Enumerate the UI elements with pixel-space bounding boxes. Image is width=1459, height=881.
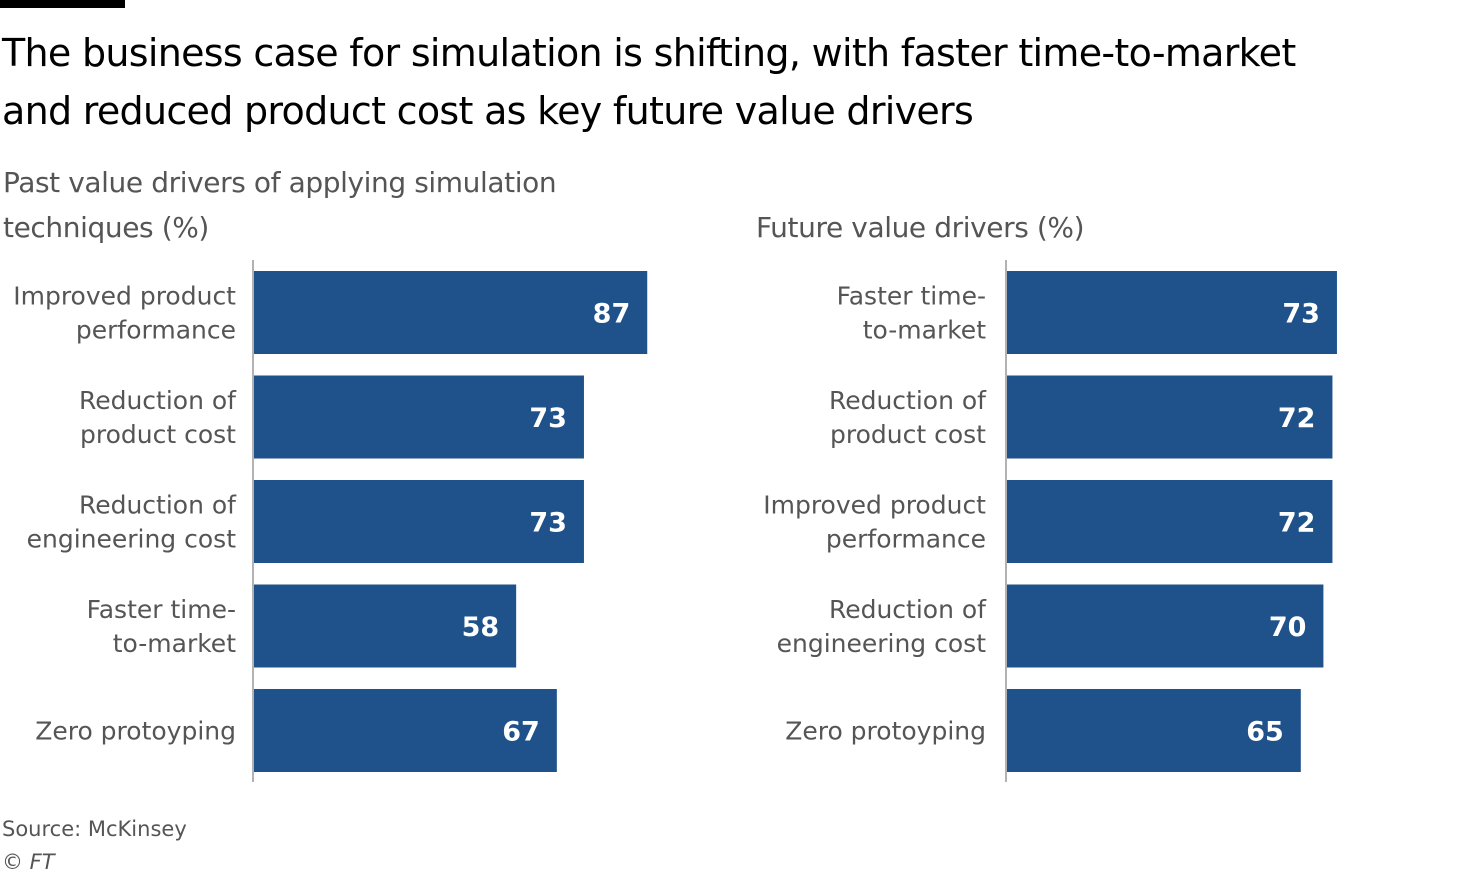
past-category-label-2-line-1: Reduction of bbox=[79, 386, 237, 415]
past-category-label-1-line-1: Improved product bbox=[13, 282, 236, 311]
past-bar-1 bbox=[254, 271, 648, 354]
future-bar-4 bbox=[1007, 584, 1324, 668]
future-value-label-4: 70 bbox=[1269, 612, 1307, 643]
past-bar-2 bbox=[254, 375, 584, 459]
future-value-label-5: 65 bbox=[1246, 717, 1284, 748]
future-bar-5 bbox=[1007, 689, 1301, 772]
past-category-label-1-line-2: performance bbox=[76, 316, 236, 345]
past-value-label-1: 87 bbox=[593, 299, 631, 330]
source-note: Source: McKinsey bbox=[2, 817, 187, 841]
past-bar-5 bbox=[254, 689, 557, 772]
past-value-label-5: 67 bbox=[502, 717, 540, 748]
future-bar-1 bbox=[1007, 271, 1337, 354]
right-panel-subtitle: Future value drivers (%) bbox=[756, 205, 1085, 250]
future-bar-2 bbox=[1007, 375, 1333, 459]
future-category-label-3-line-1: Improved product bbox=[763, 491, 986, 520]
past-category-label-3-line-1: Reduction of bbox=[79, 491, 237, 520]
future-bar-3 bbox=[1007, 480, 1333, 563]
future-category-label-2-line-2: product cost bbox=[830, 420, 986, 449]
chart-title-line-1: The business case for simulation is shif… bbox=[2, 31, 1296, 75]
past-category-label-4-line-2: to-market bbox=[113, 629, 237, 658]
future-value-label-3: 72 bbox=[1278, 508, 1316, 539]
future-category-label-4-line-2: engineering cost bbox=[777, 629, 987, 658]
future-category-label-2-line-1: Reduction of bbox=[829, 386, 987, 415]
chart-title-line-2: and reduced product cost as key future v… bbox=[2, 89, 974, 133]
past-category-label-2-line-2: product cost bbox=[80, 420, 236, 449]
future-value-label-2: 72 bbox=[1278, 403, 1316, 434]
future-category-label-1-line-2: to-market bbox=[863, 316, 987, 345]
future-category-label-1-line-1: Faster time- bbox=[837, 282, 986, 311]
future-category-label-3-line-2: performance bbox=[826, 525, 986, 554]
past-category-label-4-line-1: Faster time- bbox=[87, 595, 236, 624]
left-panel-subtitle-line-1: Past value drivers of applying simulatio… bbox=[3, 166, 557, 199]
top-accent-bar bbox=[0, 0, 125, 8]
future-category-label-5-line-1: Zero protoyping bbox=[785, 717, 986, 746]
past-value-label-3: 73 bbox=[529, 508, 567, 539]
copyright-note: © FT bbox=[2, 850, 55, 874]
past-value-label-4: 58 bbox=[462, 612, 500, 643]
left-panel-subtitle-line-2: techniques (%) bbox=[3, 211, 209, 244]
future-value-label-1: 73 bbox=[1282, 299, 1320, 330]
left-panel-subtitle: Past value drivers of applying simulatio… bbox=[3, 160, 557, 250]
future-category-label-4-line-1: Reduction of bbox=[829, 595, 987, 624]
chart-title: The business case for simulation is shif… bbox=[2, 24, 1442, 140]
past-value-label-2: 73 bbox=[529, 403, 567, 434]
past-category-label-3-line-2: engineering cost bbox=[27, 525, 237, 554]
past-bar-4 bbox=[254, 584, 517, 668]
past-bar-3 bbox=[254, 480, 584, 563]
right-panel-subtitle-line-1: Future value drivers (%) bbox=[756, 211, 1085, 244]
past-category-label-5-line-1: Zero protoyping bbox=[35, 717, 236, 746]
